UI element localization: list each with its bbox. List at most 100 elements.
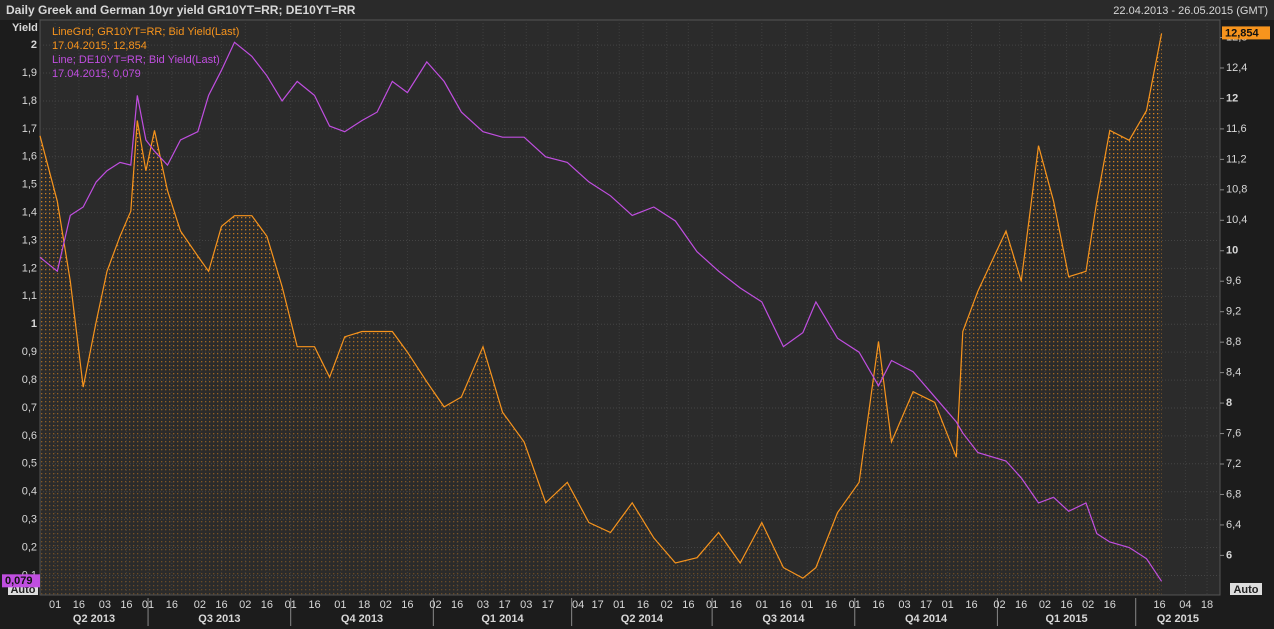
- x-tick-label: 18: [358, 599, 370, 611]
- x-tick-label: 16: [120, 599, 132, 611]
- x-tick-label: 01: [942, 599, 954, 611]
- x-tick-label: 16: [637, 599, 649, 611]
- auto-label[interactable]: Auto: [1233, 584, 1258, 596]
- quarter-label: Q3 2014: [762, 613, 805, 625]
- y2-tick-label: 6,4: [1226, 519, 1241, 531]
- y-tick-label: 1: [31, 318, 37, 330]
- x-tick-label: 16: [872, 599, 884, 611]
- x-tick-label: 02: [1082, 599, 1094, 611]
- x-tick-label: 16: [1015, 599, 1027, 611]
- line: [39, 33, 1163, 579]
- y-tick-label: 1,5: [22, 179, 37, 191]
- x-tick-label: 17: [542, 599, 554, 611]
- x-tick-label: 01: [756, 599, 768, 611]
- y-tick-label: 0,3: [22, 514, 37, 526]
- x-tick-label: 02: [429, 599, 441, 611]
- y-tick-label: 1,6: [22, 151, 37, 163]
- header-bar: [0, 0, 1274, 20]
- y-axis-label: Yield: [12, 22, 38, 34]
- y-tick-label: 0,5: [22, 458, 37, 470]
- x-tick-label: 02: [993, 599, 1005, 611]
- x-tick-label: 16: [825, 599, 837, 611]
- x-tick-label: 03: [520, 599, 532, 611]
- x-tick-label: 16: [1104, 599, 1116, 611]
- x-tick-label: 02: [239, 599, 251, 611]
- auto-box: [1230, 583, 1262, 595]
- y-tick-label: 1,8: [22, 95, 37, 107]
- x-tick-label: 01: [142, 599, 154, 611]
- x-tick-label: 16: [682, 599, 694, 611]
- y2-tick-label: 11,2: [1226, 153, 1247, 165]
- y-tick-label: 0,9: [22, 346, 37, 358]
- legend-entry: 17.04.2015; 0,079: [52, 68, 141, 80]
- x-tick-label: 04: [1179, 599, 1191, 611]
- y2-tick-label: 10: [1226, 245, 1238, 257]
- y2-tick-label: 9,6: [1226, 275, 1241, 287]
- x-tick-label: 16: [73, 599, 85, 611]
- y2-tick-label: 8: [1226, 397, 1232, 409]
- quarter-label: Q1 2014: [481, 613, 524, 625]
- quarter-label: Q3 2013: [198, 613, 240, 625]
- y-tick-label: 0,4: [22, 486, 37, 498]
- x-tick-label: 17: [591, 599, 603, 611]
- x-tick-label: 16: [215, 599, 227, 611]
- x-tick-label: 16: [965, 599, 977, 611]
- x-tick-label: 02: [661, 599, 673, 611]
- x-tick-label: 01: [801, 599, 813, 611]
- x-tick-label: 01: [334, 599, 346, 611]
- x-tick-label: 16: [730, 599, 742, 611]
- y2-tick-label: 10,8: [1226, 184, 1247, 196]
- x-tick-label: 16: [451, 599, 463, 611]
- x-tick-label: 01: [613, 599, 625, 611]
- x-tick-label: 16: [401, 599, 413, 611]
- x-tick-label: 16: [779, 599, 791, 611]
- y2-tick-label: 9,2: [1226, 306, 1241, 318]
- quarter-label: Q4 2013: [341, 613, 383, 625]
- quarter-label: Q4 2014: [905, 613, 948, 625]
- y2-tick-label: 12,4: [1226, 62, 1247, 74]
- x-tick-label: 01: [706, 599, 718, 611]
- area: [40, 33, 1162, 595]
- x-tick-label: 01: [285, 599, 297, 611]
- y-tick-label: 0,2: [22, 541, 37, 553]
- value-badge-label: 12,854: [1225, 27, 1260, 39]
- x-tick-label: 16: [261, 599, 273, 611]
- y-tick-label: 0,7: [22, 402, 37, 414]
- quarter-label: Q2 2015: [1157, 613, 1199, 625]
- x-tick-label: 02: [1039, 599, 1051, 611]
- x-tick-label: 16: [1060, 599, 1072, 611]
- y-tick-label: 2: [31, 39, 37, 51]
- x-tick-label: 18: [1201, 599, 1213, 611]
- y-tick-label: 1,2: [22, 262, 37, 274]
- y2-tick-label: 6: [1226, 549, 1232, 561]
- y2-tick-label: 8,4: [1226, 367, 1241, 379]
- x-tick-label: 16: [1153, 599, 1165, 611]
- x-tick-label: 03: [898, 599, 910, 611]
- x-tick-label: 16: [308, 599, 320, 611]
- y-tick-label: 1,1: [22, 290, 37, 302]
- quarter-label: Q2 2014: [621, 613, 664, 625]
- y-tick-label: 1,9: [22, 67, 37, 79]
- y-tick-label: 1,4: [22, 207, 37, 219]
- line: [39, 41, 1163, 582]
- y2-tick-label: 7,6: [1226, 427, 1241, 439]
- legend-entry: Line; DE10YT=RR; Bid Yield(Last): [52, 54, 220, 66]
- legend-entry: 17.04.2015; 12,854: [52, 40, 147, 52]
- y-tick-label: 0,6: [22, 430, 37, 442]
- y2-tick-label: 6,8: [1226, 488, 1241, 500]
- y2-tick-label: 7,2: [1226, 458, 1241, 470]
- legend-entry: LineGrd; GR10YT=RR; Bid Yield(Last): [52, 26, 239, 38]
- chart-title: Daily Greek and German 10yr yield GR10YT…: [6, 3, 356, 17]
- quarter-label: Q1 2015: [1045, 613, 1087, 625]
- value-badge-label: 0,079: [5, 575, 33, 587]
- marks: [39, 33, 1163, 595]
- x-tick-label: 04: [572, 599, 584, 611]
- x-tick-label: 17: [499, 599, 511, 611]
- y-tick-label: 0,8: [22, 374, 37, 386]
- y2-tick-label: 10,4: [1226, 214, 1247, 226]
- grid: [40, 20, 1224, 626]
- labels: 0,10,20,30,40,50,60,70,80,911,11,21,31,4…: [2, 26, 1270, 625]
- y-tick-label: 1,3: [22, 234, 37, 246]
- y2-tick-label: 8,8: [1226, 336, 1241, 348]
